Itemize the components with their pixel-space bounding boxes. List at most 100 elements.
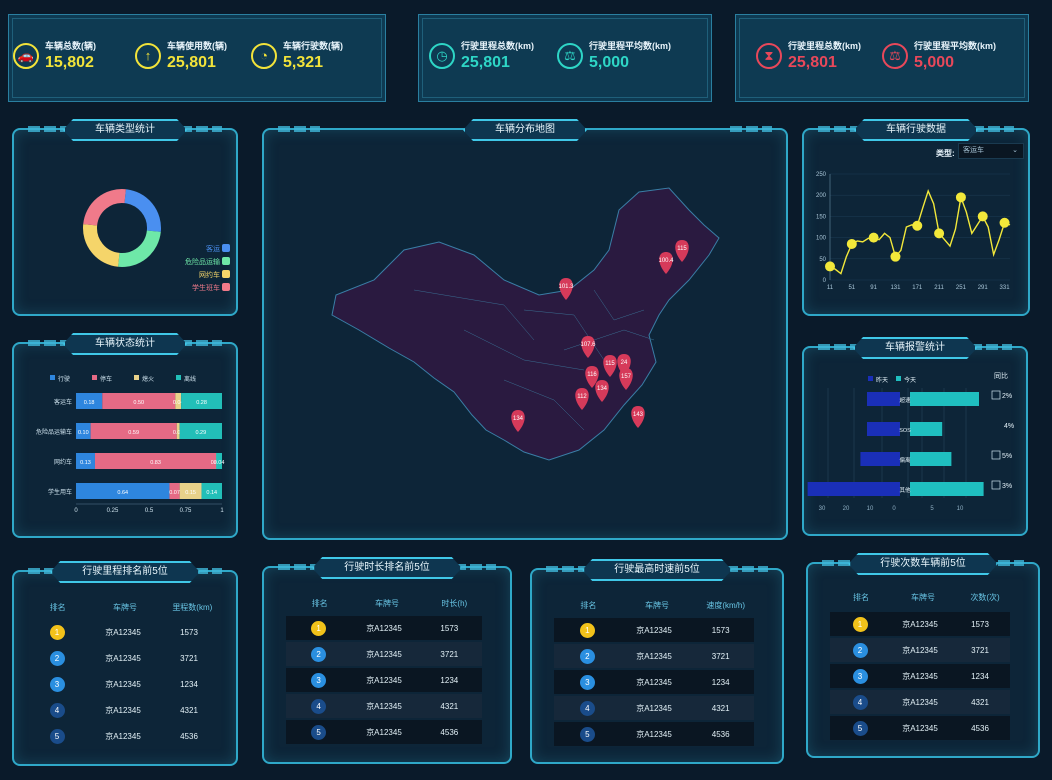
bar-value-label: 0.04 [173,400,184,406]
table-row[interactable]: 5 京A12345 4536 [830,716,1010,740]
value-cell: 4321 [180,705,198,715]
data-point [846,238,857,249]
map-marker[interactable]: 115 [603,355,617,377]
panel-map: 车辆分布地图 115 100.4 101.3 107.6 115 24 116 157 134 1… [262,128,788,540]
rank-badge: 4 [311,698,327,714]
bar-yesterday [807,482,900,496]
bar-value-label: 0.50 [133,400,144,406]
category-label: 超速 [899,396,911,404]
value-cell: 4321 [971,697,989,707]
table-row[interactable]: 1 京A12345 1573 [830,612,1010,636]
map-marker[interactable]: 143 [631,406,645,428]
map-marker[interactable]: 100.4 [658,252,674,274]
panel-alarm: 车辆报警统计 昨天 今天 同比 超速 2% SOS 4% 偏离 5% 其他 3% 30 20 10 0 5 10 [802,346,1028,536]
table-row[interactable]: 1 京A12345 1573 [286,616,482,640]
plate-cell: 京A12345 [636,703,672,713]
data-point [890,251,901,262]
ratio-value: 5% [1002,453,1012,460]
table-row[interactable]: 2 京A12345 3721 [286,642,482,666]
table-row[interactable]: 3 京A12345 1234 [830,664,1010,688]
stat-item: ⚖ 行驶里程平均数(km) 5,000 [882,39,996,72]
ratio-title: 同比 [994,371,1008,380]
x-tick-label: 10 [867,506,874,512]
upload-icon: ↑ [135,42,161,69]
map-marker[interactable]: 116 [585,366,599,388]
stat-label: 行驶里程总数(km) [788,41,862,51]
table-row[interactable]: 5 京A12345 4536 [554,722,754,746]
table-row[interactable]: 3 京A12345 1234 [554,670,754,694]
map-marker[interactable]: 157 [619,368,633,390]
bar-yesterday [860,452,900,466]
stat-item: ⚖ 行驶里程平均数(km) 5,000 [557,39,671,72]
bar-segment [181,393,222,409]
rank-cell: 4 [24,702,90,718]
table-row[interactable]: 4 京A12345 4321 [554,696,754,720]
bar-value-label: 0.28 [196,400,207,406]
map-pin-icon [575,388,589,410]
stat-item: ◔ 车辆行驶数(辆) 5,321 [251,39,343,72]
rank-badge: 3 [852,668,868,684]
table-row[interactable]: 1 京A12345 1573 [24,620,222,644]
table-row[interactable]: 3 京A12345 1234 [24,672,222,696]
map-marker[interactable]: 107.6 [580,336,596,358]
plate-cell: 京A12345 [105,731,141,741]
bar-segment [201,483,222,499]
bar-value-label: 0.59 [128,430,139,436]
bar-segment [179,423,222,439]
table-row[interactable]: 4 京A12345 4321 [830,690,1010,714]
legend-label: 危险品运输 [185,257,220,266]
type-select[interactable]: 客运车 ⌄ [958,143,1024,159]
ratio-checkbox [991,450,1001,460]
rank-badge: 2 [579,648,595,664]
category-label: 客运车 [54,398,72,406]
category-label: 学生用车 [48,488,72,496]
table-row[interactable]: 4 京A12345 4321 [24,698,222,722]
panel-title: 车辆行驶数据 [854,119,978,141]
donut-slice [118,230,161,267]
column-header: 车牌号 [645,601,669,610]
bar-segment [175,393,182,409]
x-tick-label: 20 [843,506,850,512]
table-row[interactable]: 4 京A12345 4321 [286,694,482,718]
bar-value-label: 0.18 [84,400,95,406]
table-row[interactable]: 2 京A12345 3721 [554,644,754,668]
map-marker[interactable]: 101.3 [558,278,574,300]
rank-badge: 1 [579,622,595,638]
panel-title: 行驶时长排名前5位 [312,557,462,579]
x-tick-label: 331 [1000,285,1011,291]
map-marker[interactable]: 134 [595,380,609,402]
legend-swatch [222,257,230,265]
map-marker[interactable]: 112 [575,388,589,410]
map-marker-label: 112 [577,394,587,400]
ratio-checkbox [991,480,1001,490]
plate-cell: 京A12345 [366,675,402,685]
value-cell: 3721 [180,653,198,663]
table-header: 排名 车牌号 速度(km/h) [532,600,782,611]
table-row[interactable]: 5 京A12345 4536 [24,724,222,748]
y-tick-label: 200 [816,193,827,199]
table-row[interactable]: 1 京A12345 1573 [554,618,754,642]
panel-title: 行驶次数车辆前5位 [848,553,998,575]
table-row[interactable]: 2 京A12345 3721 [830,638,1010,662]
map-marker[interactable]: 115 [675,240,689,262]
plate-cell: 京A12345 [902,645,938,655]
map-marker-label: 134 [597,386,608,392]
bar-value-label: 0.04 [214,460,225,466]
column-header: 车牌号 [112,603,137,612]
rank-cell: 3 [554,674,621,690]
plate-cell: 京A12345 [902,619,938,629]
table-row[interactable]: 5 京A12345 4536 [286,720,482,744]
rank-badge: 3 [579,674,595,690]
rank-badge: 4 [579,700,595,716]
rank-badge: 5 [852,720,868,736]
map-marker[interactable]: 134 [511,410,525,432]
table-row[interactable]: 3 京A12345 1234 [286,668,482,692]
plate-cell: 京A12345 [105,679,141,689]
bar-segment [94,453,217,469]
table-row[interactable]: 2 京A12345 3721 [24,646,222,670]
legend-label: 学生班车 [192,283,220,292]
map-marker-label: 101.3 [558,284,574,290]
value-cell: 1573 [440,623,459,633]
